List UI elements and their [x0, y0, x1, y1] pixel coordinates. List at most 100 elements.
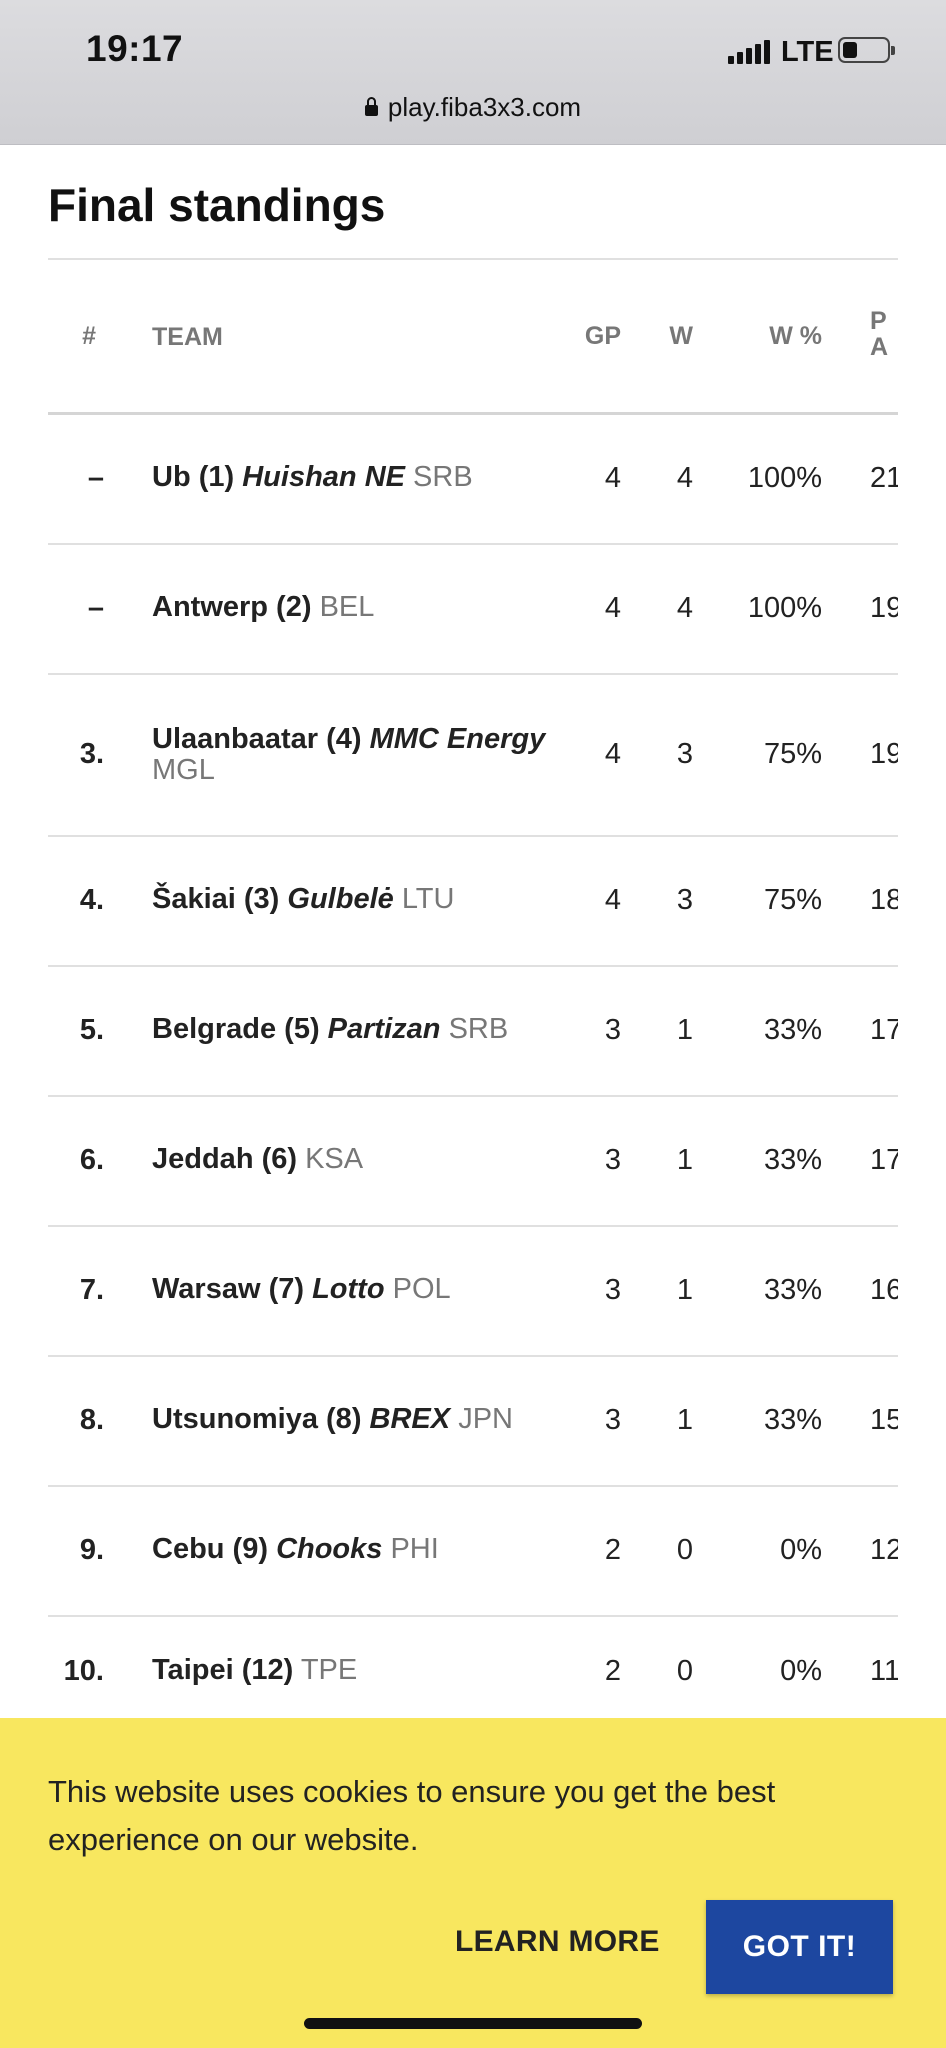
team-name[interactable]: Šakiai (3) [152, 883, 280, 915]
wins-cell: 1 [676, 1404, 693, 1436]
team-sponsor: BREX [369, 1403, 451, 1435]
win-pct-cell: 33% [763, 1274, 822, 1306]
lock-icon [364, 97, 378, 116]
team-country: TPE [300, 1654, 358, 1686]
learn-more-link[interactable]: LEARN MORE [455, 1925, 660, 1958]
table-row[interactable]: 4. Šakiai (3) Gulbelė LTU 4 3 75% 18 [48, 837, 898, 967]
team-name[interactable]: Antwerp (2) [152, 591, 312, 623]
signal-icon [728, 40, 770, 64]
wins-cell: 3 [676, 738, 693, 770]
team-name[interactable]: Warsaw (7) [152, 1273, 305, 1305]
wins-cell: 0 [676, 1655, 693, 1687]
team-name[interactable]: Ub (1) [152, 461, 235, 493]
team-cell: Utsunomiya (8) BREX JPN [152, 1404, 572, 1435]
win-pct-cell: 33% [763, 1404, 822, 1436]
rank-cell: 3. [79, 738, 104, 770]
team-country: JPN [458, 1403, 513, 1435]
rank-cell: 9. [79, 1534, 104, 1566]
team-name[interactable]: Belgrade (5) [152, 1013, 320, 1045]
team-cell: Belgrade (5) Partizan SRB [152, 1014, 572, 1045]
team-cell: Jeddah (6) KSA [152, 1144, 572, 1175]
table-row[interactable]: 8. Utsunomiya (8) BREX JPN 3 1 33% 15 [48, 1357, 898, 1487]
team-country: BEL [319, 591, 375, 623]
table-row[interactable]: 5. Belgrade (5) Partizan SRB 3 1 33% 17 [48, 967, 898, 1097]
table-row[interactable]: 10. Taipei (12) TPE 2 0 0% 11 [48, 1617, 898, 1729]
header-w[interactable]: W [669, 322, 693, 350]
team-name[interactable]: Cebu (9) [152, 1533, 268, 1565]
wins-cell: 4 [676, 592, 693, 624]
team-cell: Taipei (12) TPE [152, 1655, 572, 1686]
rank-cell: 6. [79, 1144, 104, 1176]
games-played-cell: 4 [604, 738, 621, 770]
rank-cell: 5. [79, 1014, 104, 1046]
win-pct-cell: 33% [763, 1144, 822, 1176]
table-row[interactable]: 6. Jeddah (6) KSA 3 1 33% 17 [48, 1097, 898, 1227]
rank-cell: – [87, 592, 104, 624]
points-cell: 15 [870, 1404, 898, 1436]
header-rank[interactable]: # [82, 322, 96, 350]
wins-cell: 1 [676, 1274, 693, 1306]
games-played-cell: 3 [604, 1014, 621, 1046]
rank-cell: 7. [79, 1274, 104, 1306]
team-name[interactable]: Jeddah (6) [152, 1143, 298, 1175]
network-label: LTE [781, 36, 834, 68]
team-cell: Antwerp (2) BEL [152, 592, 572, 623]
status-bar: 19:17 LTE play.fiba3x3.com [0, 0, 946, 145]
games-played-cell: 3 [604, 1144, 621, 1176]
points-cell: 17 [870, 1014, 898, 1046]
header-team[interactable]: TEAM [152, 323, 223, 351]
header-gp[interactable]: GP [584, 322, 621, 350]
team-sponsor: Lotto [312, 1273, 385, 1305]
win-pct-cell: 75% [763, 738, 822, 770]
page-title: Final standings [48, 179, 386, 231]
win-pct-cell: 0% [780, 1655, 822, 1687]
table-row[interactable]: – Antwerp (2) BEL 4 4 100% 19 [48, 545, 898, 675]
wins-cell: 1 [676, 1144, 693, 1176]
games-played-cell: 4 [604, 462, 621, 494]
games-played-cell: 3 [604, 1404, 621, 1436]
rank-cell: 10. [63, 1655, 104, 1687]
points-cell: 19 [870, 592, 898, 624]
header-win-pct[interactable]: W % [769, 322, 822, 350]
games-played-cell: 3 [604, 1274, 621, 1306]
win-pct-cell: 75% [763, 884, 822, 916]
battery-icon [838, 37, 895, 63]
games-played-cell: 4 [604, 884, 621, 916]
team-cell: Warsaw (7) Lotto POL [152, 1274, 572, 1305]
win-pct-cell: 33% [763, 1014, 822, 1046]
address-bar[interactable]: play.fiba3x3.com [0, 92, 946, 123]
wins-cell: 3 [676, 884, 693, 916]
points-cell: 11 [870, 1655, 898, 1687]
points-cell: 12 [870, 1534, 898, 1566]
points-cell: 21 [870, 462, 898, 494]
team-cell: Šakiai (3) Gulbelė LTU [152, 884, 572, 915]
wins-cell: 1 [676, 1014, 693, 1046]
team-sponsor: MMC Energy [369, 723, 546, 755]
win-pct-cell: 0% [780, 1534, 822, 1566]
team-name[interactable]: Ulaanbaatar (4) [152, 723, 362, 755]
accept-cookies-button[interactable]: GOT IT! [706, 1900, 893, 1994]
table-row[interactable]: – Ub (1) Huishan NE SRB 4 4 100% 21 [48, 415, 898, 545]
url-text: play.fiba3x3.com [387, 92, 582, 122]
home-indicator [304, 2018, 642, 2029]
cookie-banner: This website uses cookies to ensure you … [0, 1718, 946, 2048]
team-country: KSA [305, 1143, 364, 1175]
table-row[interactable]: 9. Cebu (9) Chooks PHI 2 0 0% 12 [48, 1487, 898, 1617]
team-sponsor: Partizan [327, 1013, 441, 1045]
team-sponsor: Huishan NE [242, 461, 405, 493]
team-country: PHI [390, 1533, 439, 1565]
table-row[interactable]: 3. Ulaanbaatar (4) MMC Energy MGL 4 3 75% 19 [48, 675, 898, 837]
team-name[interactable]: Utsunomiya (8) [152, 1403, 362, 1435]
team-country: MGL [152, 754, 215, 786]
team-country: SRB [448, 1013, 509, 1045]
team-cell: Ub (1) Huishan NE SRB [152, 462, 572, 493]
team-cell: Cebu (9) Chooks PHI [152, 1534, 572, 1565]
table-row[interactable]: 7. Warsaw (7) Lotto POL 3 1 33% 16 [48, 1227, 898, 1357]
points-cell: 19 [870, 738, 898, 770]
wins-cell: 4 [676, 462, 693, 494]
team-sponsor: Gulbelė [287, 883, 394, 915]
team-name[interactable]: Taipei (12) [152, 1654, 294, 1686]
games-played-cell: 4 [604, 592, 621, 624]
